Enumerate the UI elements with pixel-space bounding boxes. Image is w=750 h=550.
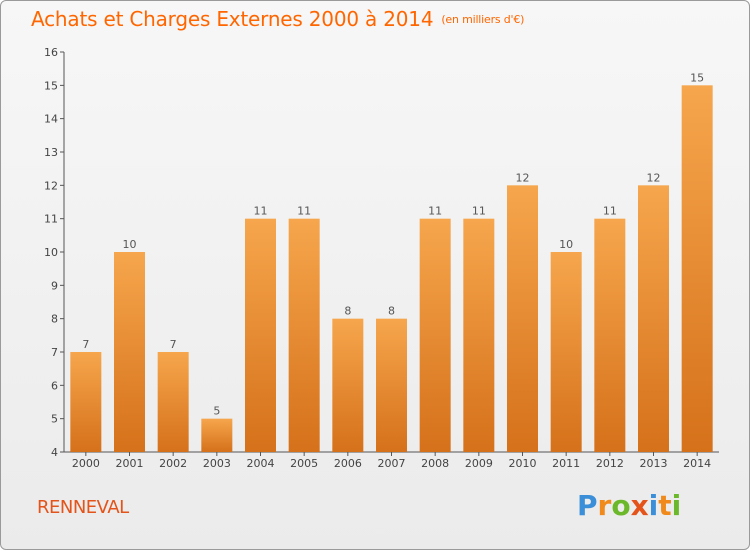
y-tick-label: 15 — [44, 79, 58, 92]
x-tick-label: 2004 — [247, 457, 275, 470]
bar — [201, 418, 233, 452]
bar — [332, 318, 364, 452]
y-tick-label: 16 — [44, 46, 58, 59]
data-label: 7 — [82, 338, 89, 351]
logo-letter: r — [597, 489, 612, 522]
bar — [245, 218, 276, 452]
bar — [157, 352, 189, 452]
logo-letter: P — [577, 489, 598, 522]
data-label: 10 — [123, 238, 137, 251]
x-tick-label: 2000 — [72, 457, 100, 470]
data-label: 10 — [559, 238, 573, 251]
data-label: 11 — [428, 205, 442, 218]
data-label: 8 — [388, 305, 395, 318]
bar — [288, 218, 320, 452]
x-tick-label: 2012 — [596, 457, 624, 470]
x-tick-label: 2009 — [465, 457, 493, 470]
y-tick-label: 4 — [51, 446, 58, 459]
data-label: 8 — [344, 305, 351, 318]
data-label: 12 — [516, 171, 530, 184]
data-label: 12 — [647, 171, 661, 184]
logo-letter: i — [671, 489, 682, 522]
bar — [419, 218, 451, 452]
chart-title: Achats et Charges Externes 2000 à 2014 (e… — [31, 7, 524, 31]
logo-letter: i — [648, 489, 659, 522]
bar — [70, 352, 102, 452]
data-label: 11 — [297, 205, 311, 218]
y-tick-label: 6 — [51, 379, 58, 392]
data-label: 11 — [472, 205, 486, 218]
data-label: 7 — [170, 338, 177, 351]
bar — [550, 252, 582, 452]
y-tick-label: 5 — [51, 413, 58, 426]
logo-letter: o — [611, 489, 631, 522]
unit-label: (en milliers d'€) — [441, 13, 525, 26]
chart-title-text: Achats et Charges Externes 2000 à 2014 — [31, 7, 434, 31]
x-tick-label: 2006 — [334, 457, 362, 470]
x-tick-label: 2002 — [159, 457, 187, 470]
bar — [376, 318, 407, 452]
data-label: 5 — [213, 405, 220, 418]
logo-letter: x — [630, 489, 649, 522]
bar — [638, 185, 669, 453]
y-tick-label: 12 — [44, 179, 58, 192]
x-tick-label: 2013 — [640, 457, 668, 470]
y-tick-label: 10 — [44, 246, 58, 259]
x-tick-label: 2005 — [290, 457, 318, 470]
x-tick-label: 2003 — [203, 457, 231, 470]
y-tick-label: 9 — [51, 279, 58, 292]
y-tick-label: 13 — [44, 146, 58, 159]
x-tick-label: 2008 — [421, 457, 449, 470]
logo-letter: t — [658, 489, 672, 522]
data-label: 11 — [603, 205, 617, 218]
proxiti-logo[interactable]: Proxiti — [577, 489, 681, 522]
x-tick-label: 2007 — [378, 457, 406, 470]
x-tick-label: 2010 — [509, 457, 537, 470]
y-tick-label: 7 — [51, 346, 58, 359]
x-tick-label: 2014 — [683, 457, 711, 470]
data-label: 15 — [690, 71, 704, 84]
x-tick-label: 2001 — [116, 457, 144, 470]
bar — [114, 252, 145, 452]
y-tick-label: 11 — [44, 213, 58, 226]
y-tick-label: 14 — [44, 113, 58, 126]
y-tick-label: 8 — [51, 313, 58, 326]
bar — [681, 85, 713, 452]
town-name: RENNEVAL — [37, 497, 129, 518]
bar — [463, 218, 495, 452]
data-label: 11 — [254, 205, 268, 218]
bar — [594, 218, 626, 452]
bar — [507, 185, 538, 453]
x-tick-label: 2011 — [552, 457, 580, 470]
